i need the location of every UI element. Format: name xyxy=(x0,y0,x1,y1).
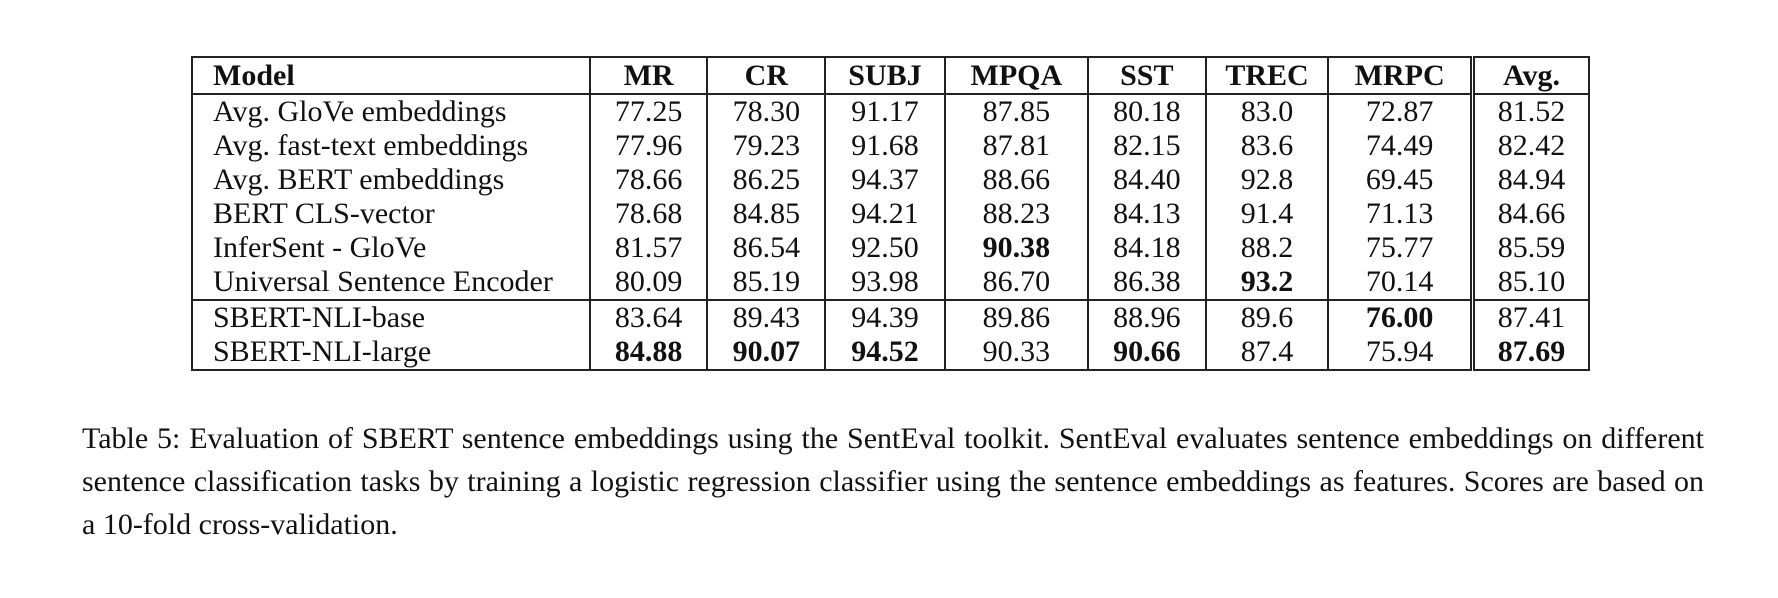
cell-mpqa: 89.86 xyxy=(943,299,1089,335)
cell-cr: 86.54 xyxy=(706,231,827,265)
cell-cr: 84.85 xyxy=(706,197,827,231)
cell-mrpc: 75.94 xyxy=(1327,335,1474,371)
header-cr: CR xyxy=(706,56,827,95)
cell-mpqa: 87.81 xyxy=(943,129,1089,163)
cell-subj: 94.52 xyxy=(824,335,946,371)
cell-trec: 92.8 xyxy=(1204,163,1330,197)
cell-mrpc: 75.77 xyxy=(1327,231,1474,265)
cell-trec: 89.6 xyxy=(1204,299,1330,335)
table-body: Avg. GloVe embeddings 77.25 78.30 91.17 87.8… xyxy=(191,94,1590,371)
cell-avg: 87.69 xyxy=(1469,335,1590,371)
cell-mpqa: 86.70 xyxy=(943,265,1089,300)
table-row: BERT CLS-vector 78.68 84.85 94.21 88.23 84.13… xyxy=(191,197,1590,231)
cell-subj: 91.17 xyxy=(824,94,946,129)
cell-mrpc: 69.45 xyxy=(1327,163,1474,197)
cell-sst: 82.15 xyxy=(1086,129,1207,163)
cell-avg: 84.66 xyxy=(1469,197,1590,231)
cell-sst: 90.66 xyxy=(1086,335,1207,371)
cell-model: SBERT-NLI-large xyxy=(191,335,591,371)
cell-mrpc: 74.49 xyxy=(1327,129,1474,163)
cell-mpqa: 90.33 xyxy=(943,335,1089,371)
cell-sst: 86.38 xyxy=(1086,265,1207,300)
cell-cr: 78.30 xyxy=(706,94,827,129)
cell-model: Avg. BERT embeddings xyxy=(191,163,591,197)
cell-mr: 77.25 xyxy=(588,94,709,129)
cell-mr: 78.68 xyxy=(588,197,709,231)
cell-avg: 85.10 xyxy=(1469,265,1590,300)
cell-cr: 90.07 xyxy=(706,335,827,371)
cell-model: Avg. fast-text embeddings xyxy=(191,129,591,163)
table-row: Avg. GloVe embeddings 77.25 78.30 91.17 87.8… xyxy=(191,94,1590,129)
cell-trec: 93.2 xyxy=(1204,265,1330,300)
cell-subj: 94.39 xyxy=(824,299,946,335)
cell-mrpc: 70.14 xyxy=(1327,265,1474,300)
cell-sst: 88.96 xyxy=(1086,299,1207,335)
results-table-container: Model MR CR SUBJ MPQA SST TREC MRPC Avg.… xyxy=(191,56,1590,371)
table-row: SBERT-NLI-large 84.88 90.07 94.52 90.33 90.66… xyxy=(191,335,1590,371)
cell-mpqa: 87.85 xyxy=(943,94,1089,129)
cell-mpqa: 88.23 xyxy=(943,197,1089,231)
cell-avg: 82.42 xyxy=(1469,129,1590,163)
cell-mrpc: 76.00 xyxy=(1327,299,1474,335)
cell-trec: 91.4 xyxy=(1204,197,1330,231)
cell-avg: 81.52 xyxy=(1469,94,1590,129)
cell-trec: 87.4 xyxy=(1204,335,1330,371)
table-row: Universal Sentence Encoder 80.09 85.19 93.9… xyxy=(191,265,1590,300)
cell-cr: 86.25 xyxy=(706,163,827,197)
header-sst: SST xyxy=(1086,56,1207,95)
header-mpqa: MPQA xyxy=(943,56,1089,95)
header-avg: Avg. xyxy=(1469,56,1590,95)
header-mrpc: MRPC xyxy=(1327,56,1474,95)
table-caption: Table 5: Evaluation of SBERT sentence em… xyxy=(82,422,1704,541)
cell-mr: 83.64 xyxy=(588,299,709,335)
cell-cr: 85.19 xyxy=(706,265,827,300)
cell-mpqa: 88.66 xyxy=(943,163,1089,197)
table-row: InferSent - GloVe 81.57 86.54 92.50 90.38 84.… xyxy=(191,231,1590,265)
cell-subj: 94.37 xyxy=(824,163,946,197)
cell-trec: 88.2 xyxy=(1204,231,1330,265)
cell-mpqa: 90.38 xyxy=(943,231,1089,265)
cell-mr: 84.88 xyxy=(588,335,709,371)
cell-subj: 92.50 xyxy=(824,231,946,265)
cell-mr: 78.66 xyxy=(588,163,709,197)
cell-sst: 84.18 xyxy=(1086,231,1207,265)
results-table: Model MR CR SUBJ MPQA SST TREC MRPC Avg.… xyxy=(191,56,1590,371)
cell-mr: 80.09 xyxy=(588,265,709,300)
cell-model: Universal Sentence Encoder xyxy=(191,265,591,300)
cell-mr: 81.57 xyxy=(588,231,709,265)
cell-mrpc: 71.13 xyxy=(1327,197,1474,231)
cell-subj: 93.98 xyxy=(824,265,946,300)
header-model: Model xyxy=(191,56,591,95)
cell-sst: 84.13 xyxy=(1086,197,1207,231)
cell-cr: 89.43 xyxy=(706,299,827,335)
cell-model: SBERT-NLI-base xyxy=(191,299,591,335)
cell-sst: 80.18 xyxy=(1086,94,1207,129)
cell-subj: 91.68 xyxy=(824,129,946,163)
cell-sst: 84.40 xyxy=(1086,163,1207,197)
cell-mrpc: 72.87 xyxy=(1327,94,1474,129)
cell-avg: 84.94 xyxy=(1469,163,1590,197)
cell-avg: 85.59 xyxy=(1469,231,1590,265)
cell-model: BERT CLS-vector xyxy=(191,197,591,231)
cell-mr: 77.96 xyxy=(588,129,709,163)
table-header-row: Model MR CR SUBJ MPQA SST TREC MRPC Avg. xyxy=(191,56,1590,95)
table-row: SBERT-NLI-base 83.64 89.43 94.39 89.86 88.96 8… xyxy=(191,299,1590,335)
table-row: Avg. BERT embeddings 78.66 86.25 94.37 88.66… xyxy=(191,163,1590,197)
header-mr: MR xyxy=(588,56,709,95)
cell-avg: 87.41 xyxy=(1469,299,1590,335)
cell-cr: 79.23 xyxy=(706,129,827,163)
header-trec: TREC xyxy=(1204,56,1330,95)
cell-model: InferSent - GloVe xyxy=(191,231,591,265)
cell-model: Avg. GloVe embeddings xyxy=(191,94,591,129)
header-subj: SUBJ xyxy=(824,56,946,95)
table-row: Avg. fast-text embeddings 77.96 79.23 91.68… xyxy=(191,129,1590,163)
cell-subj: 94.21 xyxy=(824,197,946,231)
cell-trec: 83.0 xyxy=(1204,94,1330,129)
cell-trec: 83.6 xyxy=(1204,129,1330,163)
